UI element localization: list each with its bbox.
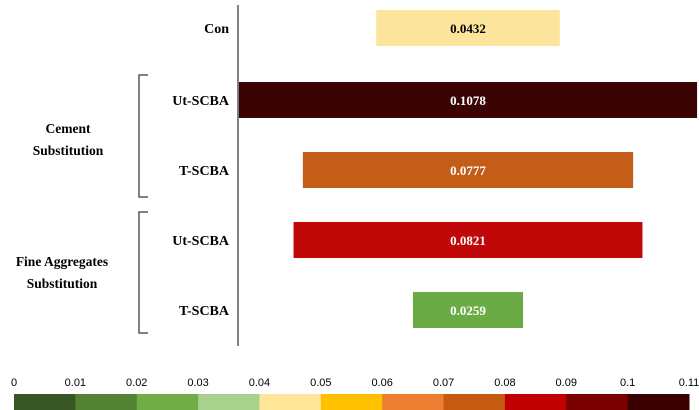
color-scale-tick-label: 0.09 <box>556 377 577 389</box>
bar <box>412 292 524 328</box>
color-scale-tick-label: 0.1 <box>620 377 635 389</box>
group-bracket <box>138 74 148 198</box>
bar <box>376 10 560 46</box>
color-scale-tick-label: 0.05 <box>310 377 331 389</box>
color-scale-tick-label: 0.01 <box>65 377 86 389</box>
color-scale-tick-label: 0.11 <box>679 377 699 389</box>
color-scale-tick-label: 0.04 <box>249 377 270 389</box>
color-scale-swatch <box>504 394 567 410</box>
data-label: 0.0777 <box>450 163 486 178</box>
color-scale-tick-label: 0.08 <box>494 377 515 389</box>
color-scale-swatch <box>259 394 322 410</box>
color-scale-tick-label: 0.02 <box>126 377 147 389</box>
color-scale-swatch <box>136 394 199 410</box>
group-label: Cement <box>46 121 91 136</box>
color-scale-swatch <box>198 394 260 410</box>
category-label: T-SCBA <box>179 164 230 179</box>
bar <box>293 222 643 258</box>
color-scale-tick-label: 0.03 <box>187 377 208 389</box>
bar <box>238 82 698 118</box>
category-label: Ut-SCBA <box>172 234 230 249</box>
color-scale-tick-label: 0 <box>11 377 17 389</box>
group-label: Substitution <box>33 143 104 158</box>
color-scale-swatch <box>320 394 383 410</box>
data-label: 0.0432 <box>450 21 486 36</box>
data-label: 0.1078 <box>450 93 486 108</box>
group-bracket <box>138 211 148 334</box>
color-scale-tick-label: 0.07 <box>433 377 454 389</box>
color-scale-swatch <box>566 394 629 410</box>
group-label: Fine Aggregates <box>16 254 108 269</box>
data-label: 0.0821 <box>450 233 486 248</box>
color-scale-swatch <box>627 394 690 410</box>
category-label: T-SCBA <box>179 304 230 319</box>
data-label: 0.0259 <box>450 303 486 318</box>
category-label: Ut-SCBA <box>172 94 230 109</box>
color-scale-swatch <box>382 394 445 410</box>
color-scale-swatch <box>443 394 506 410</box>
category-label: Con <box>204 22 229 37</box>
group-label: Substitution <box>27 276 98 291</box>
color-scale-swatch <box>14 394 76 410</box>
color-scale-swatch <box>75 394 138 410</box>
bar <box>302 152 634 188</box>
color-scale-tick-label: 0.06 <box>371 377 392 389</box>
